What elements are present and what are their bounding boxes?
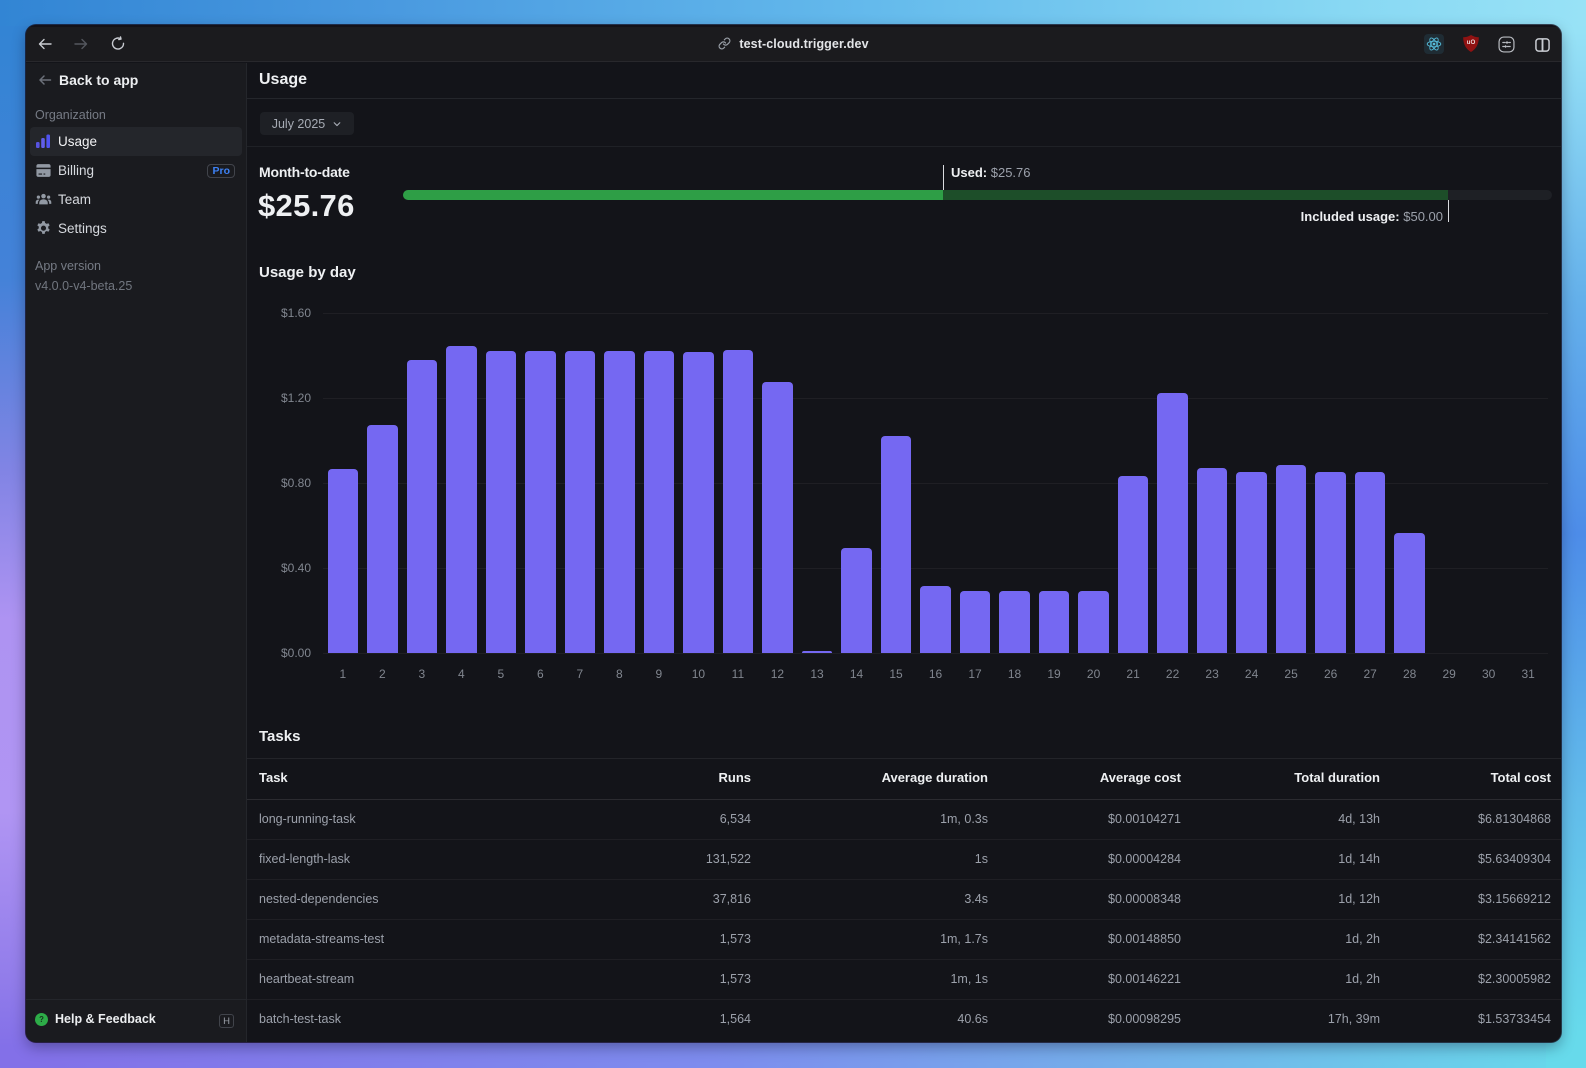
svg-text:?: ? [39,1015,44,1024]
svg-text:uO: uO [1467,39,1476,46]
